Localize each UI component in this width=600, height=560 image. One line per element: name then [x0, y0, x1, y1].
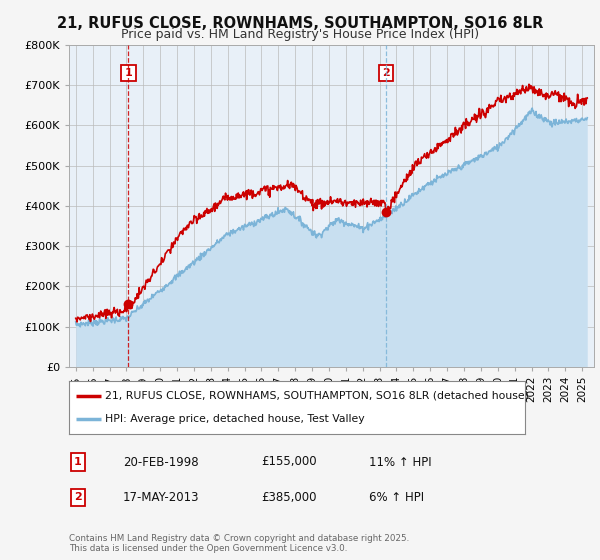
Text: 1: 1: [74, 457, 82, 467]
Point: [124, 300, 133, 309]
Text: 11% ↑ HPI: 11% ↑ HPI: [369, 455, 431, 469]
Text: 2: 2: [382, 68, 390, 78]
Text: £385,000: £385,000: [261, 491, 317, 504]
Text: 21, RUFUS CLOSE, ROWNHAMS, SOUTHAMPTON, SO16 8LR: 21, RUFUS CLOSE, ROWNHAMS, SOUTHAMPTON, …: [57, 16, 543, 31]
Text: 1: 1: [125, 68, 132, 78]
Text: HPI: Average price, detached house, Test Valley: HPI: Average price, detached house, Test…: [106, 414, 365, 424]
Text: 21, RUFUS CLOSE, ROWNHAMS, SOUTHAMPTON, SO16 8LR (detached house): 21, RUFUS CLOSE, ROWNHAMS, SOUTHAMPTON, …: [106, 391, 529, 401]
Text: Contains HM Land Registry data © Crown copyright and database right 2025.
This d: Contains HM Land Registry data © Crown c…: [69, 534, 409, 553]
Text: 20-FEB-1998: 20-FEB-1998: [123, 455, 199, 469]
Text: 6% ↑ HPI: 6% ↑ HPI: [369, 491, 424, 504]
Point: [381, 207, 391, 216]
Text: Price paid vs. HM Land Registry's House Price Index (HPI): Price paid vs. HM Land Registry's House …: [121, 28, 479, 41]
Text: 2: 2: [74, 492, 82, 502]
Text: £155,000: £155,000: [261, 455, 317, 469]
Text: 17-MAY-2013: 17-MAY-2013: [123, 491, 199, 504]
